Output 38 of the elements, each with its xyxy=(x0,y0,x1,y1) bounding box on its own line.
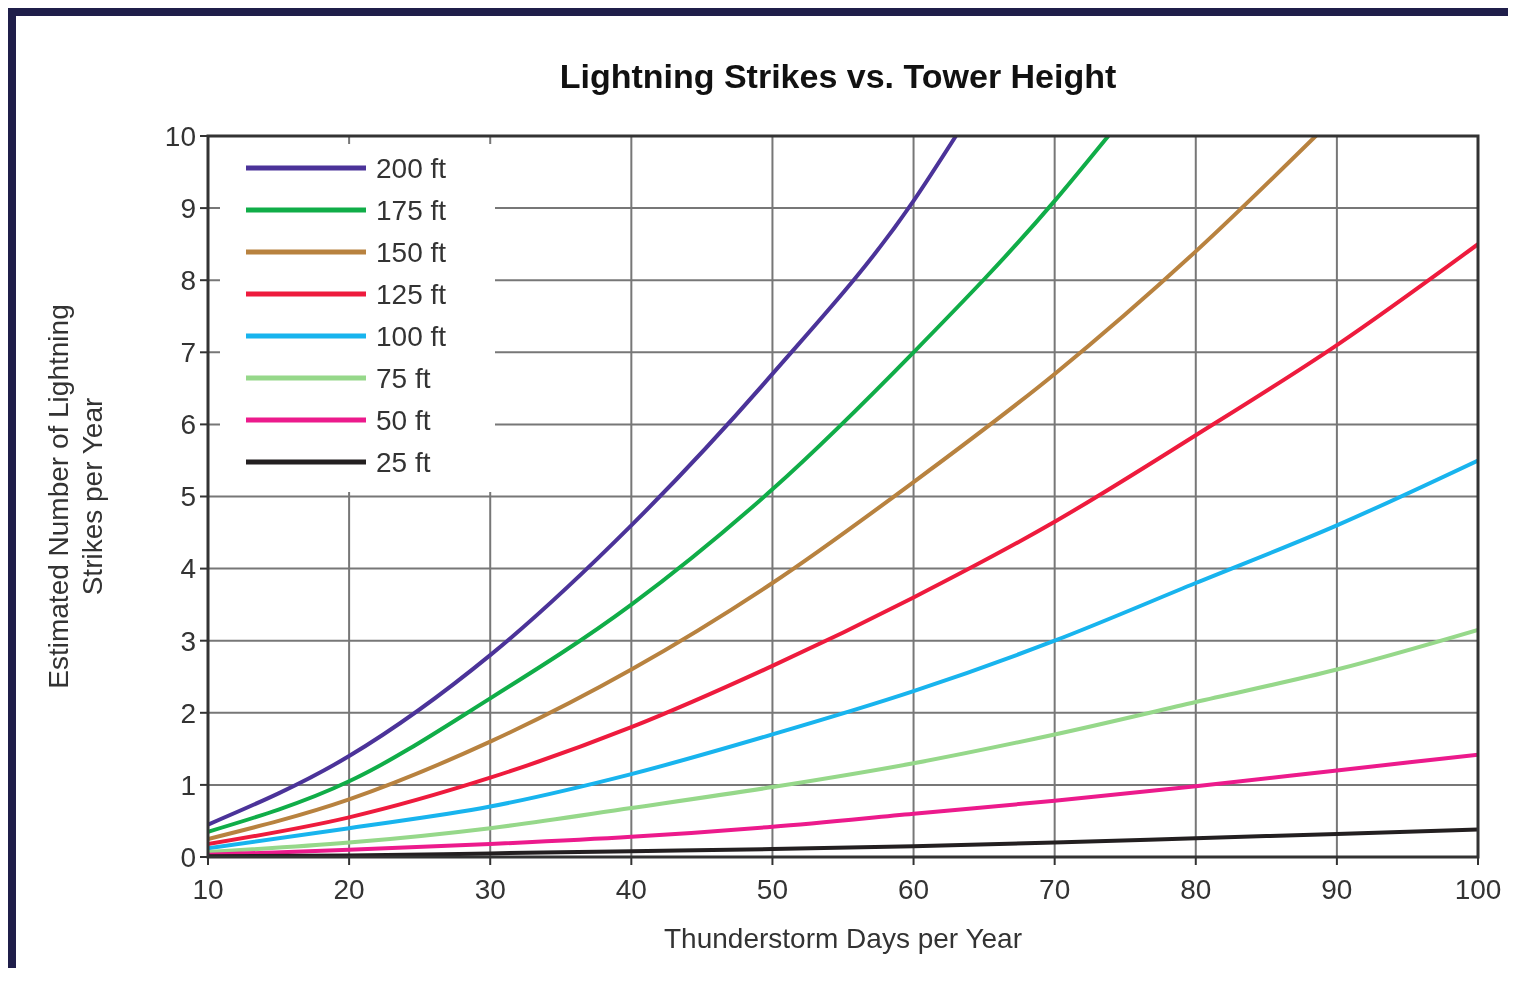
line-series xyxy=(208,752,1478,857)
line-series xyxy=(208,827,1478,857)
legend-label: 150 ft xyxy=(376,236,447,268)
x-tick-label: 40 xyxy=(615,874,647,905)
y-tick-label: 8 xyxy=(180,265,196,296)
y-tick-label: 2 xyxy=(180,697,196,729)
y-tick-label: 10 xyxy=(164,120,196,152)
x-tick-label: 100 xyxy=(1454,874,1502,905)
legend-label: 125 ft xyxy=(376,278,447,310)
line-series xyxy=(208,627,1478,854)
legend-label: 100 ft xyxy=(376,320,447,352)
x-tick-label: 60 xyxy=(897,874,930,905)
y-tick-label: 7 xyxy=(180,337,196,369)
x-tick-label: 90 xyxy=(1321,874,1353,905)
y-tick-label: 6 xyxy=(180,409,196,441)
line-series xyxy=(208,136,1318,841)
x-tick-label: 50 xyxy=(756,874,789,905)
x-axis-title: Thunderstorm Days per Year xyxy=(664,923,1022,954)
legend-label: 200 ft xyxy=(376,152,447,184)
legend-label: 75 ft xyxy=(376,362,431,394)
y-tick-label: 5 xyxy=(180,481,196,513)
x-tick-label: 20 xyxy=(333,874,365,905)
line-series xyxy=(208,242,1478,847)
line-series xyxy=(208,136,1111,834)
legend-label: 25 ft xyxy=(376,446,431,478)
legend-label: 175 ft xyxy=(376,194,447,226)
x-tick-label: 80 xyxy=(1180,874,1212,905)
x-tick-label: 70 xyxy=(1039,874,1071,905)
y-tick-label: 9 xyxy=(180,192,196,224)
y-tick-label: 4 xyxy=(180,553,196,585)
y-tick-label: 1 xyxy=(180,769,196,801)
x-tick-label: 30 xyxy=(474,874,506,905)
y-axis-title: Estimated Number of Lightning Strikes per Year xyxy=(43,304,108,689)
y-tick-label: 3 xyxy=(180,625,196,657)
legend-label: 50 ft xyxy=(376,404,431,436)
line-series xyxy=(208,136,958,827)
chart-title: Lightning Strikes vs. Tower Height xyxy=(559,57,1117,95)
y-tick-label: 0 xyxy=(180,841,196,873)
